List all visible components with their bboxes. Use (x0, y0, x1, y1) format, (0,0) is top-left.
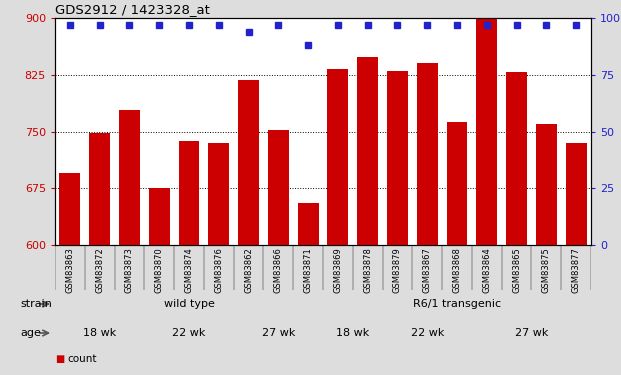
Text: GSM83872: GSM83872 (95, 247, 104, 293)
Text: GSM83873: GSM83873 (125, 247, 134, 293)
Text: GSM83864: GSM83864 (483, 247, 491, 293)
Text: GSM83868: GSM83868 (453, 247, 461, 293)
Text: GSM83867: GSM83867 (423, 247, 432, 293)
Text: count: count (67, 354, 96, 364)
Text: GSM83866: GSM83866 (274, 247, 283, 293)
Text: 27 wk: 27 wk (515, 328, 548, 338)
Bar (536, 124, 557, 245)
Text: ■: ■ (55, 354, 64, 364)
Bar (89, 133, 110, 245)
Text: GSM83862: GSM83862 (244, 247, 253, 293)
Text: R6/1 transgenic: R6/1 transgenic (413, 299, 501, 309)
Text: GSM83865: GSM83865 (512, 247, 521, 293)
Bar (149, 188, 170, 245)
Bar (119, 110, 140, 245)
Text: age: age (20, 328, 41, 338)
Bar (60, 173, 80, 245)
Text: 22 wk: 22 wk (410, 328, 444, 338)
Text: 18 wk: 18 wk (83, 328, 116, 338)
Bar (238, 80, 259, 245)
Text: 27 wk: 27 wk (261, 328, 295, 338)
Bar (357, 57, 378, 245)
Text: GSM83877: GSM83877 (571, 247, 581, 293)
Bar (417, 63, 438, 245)
Bar (566, 143, 586, 245)
Bar (209, 143, 229, 245)
Text: 22 wk: 22 wk (172, 328, 206, 338)
Text: wild type: wild type (163, 299, 214, 309)
Bar (446, 122, 468, 245)
Text: GSM83879: GSM83879 (393, 247, 402, 293)
Text: GSM83863: GSM83863 (65, 247, 75, 293)
Bar (297, 203, 319, 245)
Text: GSM83869: GSM83869 (333, 247, 342, 293)
Text: GSM83874: GSM83874 (184, 247, 194, 293)
Bar (179, 141, 199, 245)
Bar (506, 72, 527, 245)
Text: GSM83876: GSM83876 (214, 247, 224, 293)
Bar (327, 69, 348, 245)
Text: GSM83870: GSM83870 (155, 247, 164, 293)
Text: GSM83871: GSM83871 (304, 247, 312, 293)
Text: GSM83878: GSM83878 (363, 247, 372, 293)
Text: 18 wk: 18 wk (336, 328, 369, 338)
Text: strain: strain (20, 299, 52, 309)
Bar (268, 130, 289, 245)
Text: GSM83875: GSM83875 (542, 247, 551, 293)
Bar (476, 9, 497, 245)
Text: GDS2912 / 1423328_at: GDS2912 / 1423328_at (55, 3, 210, 16)
Bar (387, 71, 408, 245)
